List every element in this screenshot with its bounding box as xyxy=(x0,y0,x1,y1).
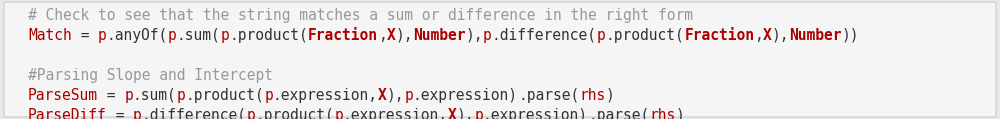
Text: .anyOf(: .anyOf( xyxy=(107,28,168,43)
Text: p: p xyxy=(221,28,229,43)
Text: ),: ), xyxy=(457,108,474,119)
Text: # Check to see that the string matches a sum or difference in the right form: # Check to see that the string matches a… xyxy=(28,8,693,23)
Text: ),: ), xyxy=(466,28,483,43)
Text: #Parsing Slope and Intercept: #Parsing Slope and Intercept xyxy=(28,68,273,83)
Text: p: p xyxy=(474,108,483,119)
Text: .parse(: .parse( xyxy=(518,88,579,103)
Text: Number: Number xyxy=(413,28,466,43)
Text: rhs: rhs xyxy=(579,88,606,103)
Text: .product(: .product( xyxy=(229,28,308,43)
Text: ParseSum: ParseSum xyxy=(28,88,98,103)
Text: .product(: .product( xyxy=(186,88,264,103)
Text: p: p xyxy=(247,108,256,119)
Text: p: p xyxy=(168,28,177,43)
Text: ),: ), xyxy=(772,28,789,43)
Text: =: = xyxy=(107,108,133,119)
Text: Fraction: Fraction xyxy=(308,28,378,43)
Text: .parse(: .parse( xyxy=(588,108,649,119)
Text: Match: Match xyxy=(28,28,72,43)
Text: rhs: rhs xyxy=(649,108,676,119)
Text: p: p xyxy=(177,88,186,103)
Text: .sum(: .sum( xyxy=(177,28,221,43)
Text: X: X xyxy=(378,88,387,103)
Text: p: p xyxy=(483,28,492,43)
Text: .difference(: .difference( xyxy=(142,108,247,119)
Text: .expression): .expression) xyxy=(413,88,518,103)
Text: Fraction: Fraction xyxy=(684,28,754,43)
Text: Number: Number xyxy=(789,28,842,43)
Text: )): )) xyxy=(842,28,859,43)
Text: .product(: .product( xyxy=(256,108,334,119)
Text: .expression,: .expression, xyxy=(343,108,448,119)
Text: ParseDiff: ParseDiff xyxy=(28,108,107,119)
Text: p: p xyxy=(124,88,133,103)
Text: p: p xyxy=(597,28,606,43)
Text: p: p xyxy=(334,108,343,119)
Text: .difference(: .difference( xyxy=(492,28,597,43)
Text: ),: ), xyxy=(396,28,413,43)
Text: .expression): .expression) xyxy=(483,108,588,119)
Text: ),: ), xyxy=(387,88,404,103)
FancyBboxPatch shape xyxy=(4,2,996,117)
Text: =: = xyxy=(98,88,124,103)
Text: .product(: .product( xyxy=(606,28,684,43)
Text: p: p xyxy=(98,28,107,43)
Text: ): ) xyxy=(606,88,614,103)
Text: X: X xyxy=(763,28,772,43)
Text: ): ) xyxy=(676,108,684,119)
Text: ,: , xyxy=(378,28,387,43)
Text: X: X xyxy=(387,28,396,43)
Text: p: p xyxy=(264,88,273,103)
Text: .sum(: .sum( xyxy=(133,88,177,103)
Text: .expression,: .expression, xyxy=(273,88,378,103)
Text: ,: , xyxy=(754,28,763,43)
Text: p: p xyxy=(133,108,142,119)
Text: =: = xyxy=(72,28,98,43)
Text: p: p xyxy=(404,88,413,103)
Text: X: X xyxy=(448,108,457,119)
